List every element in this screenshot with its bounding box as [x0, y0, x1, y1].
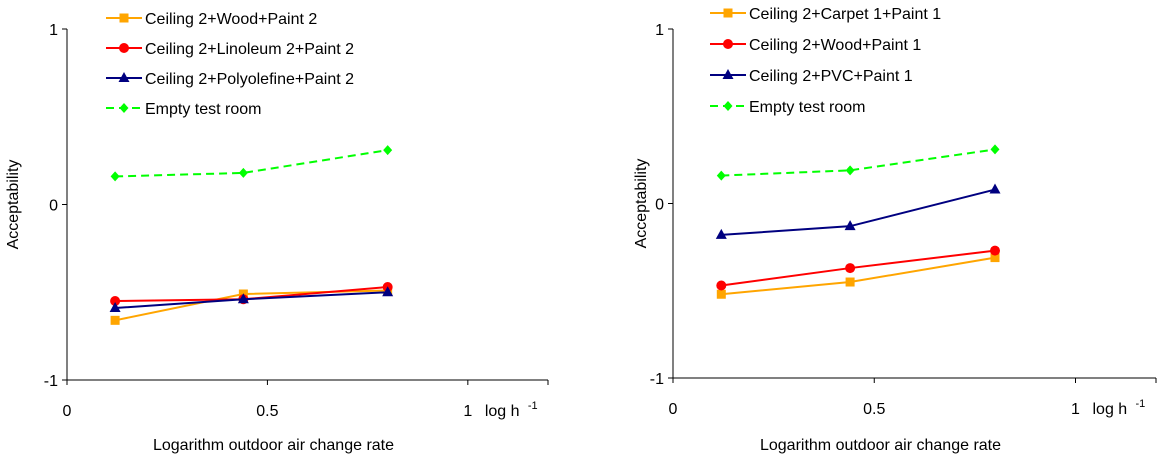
legend-item: Ceiling 2+Polyolefine+Paint 2 [106, 71, 354, 88]
data-point [716, 289, 726, 299]
chart-panel-2: -1 0 1 0 0.5 1 log h -1 Logarithm outdoor air ch… [633, 6, 1157, 454]
legend-item: Empty test room [106, 101, 261, 118]
chart-panel-1: -1 0 1 0 0.5 1 log h -1 Logarithm outdoor air ch… [5, 11, 549, 454]
data-point [238, 167, 248, 178]
x-tick-label: 0.5 [256, 403, 278, 420]
series-3 [109, 286, 394, 313]
data-point [109, 302, 121, 313]
legend: Ceiling 2+Carpet 1+Paint 1 Ceiling 2+Wood… [710, 6, 941, 116]
legend-label: Ceiling 2+Wood+Paint 1 [749, 37, 921, 54]
series-line [115, 149, 388, 178]
y-tick-label: 0 [655, 197, 664, 214]
legend-marker [118, 72, 130, 82]
y-axis-title: Acceptability [633, 159, 650, 249]
legend-label: Ceiling 2+PVC+Paint 1 [749, 68, 913, 85]
x-unit-exponent: -1 [528, 400, 538, 412]
y-tick-label: 1 [655, 22, 664, 39]
x-unit-label: log h [1093, 401, 1128, 418]
legend-marker [723, 101, 733, 111]
data-point [110, 315, 120, 325]
data-point [110, 171, 120, 182]
legend-marker [119, 43, 129, 53]
data-point [845, 277, 855, 287]
data-point [844, 220, 856, 231]
y-axis-title: Acceptability [5, 160, 22, 250]
legend-label: Ceiling 2+Carpet 1+Paint 1 [749, 6, 941, 23]
legend-item: Ceiling 2+Carpet 1+Paint 1 [710, 6, 941, 23]
x-tick-label: 1 [463, 403, 472, 420]
series-4 [110, 145, 393, 182]
legend-marker [722, 69, 734, 79]
data-point [715, 228, 727, 239]
data-point [845, 263, 856, 274]
legend-label: Ceiling 2+Polyolefine+Paint 2 [145, 71, 354, 88]
data-point [383, 145, 393, 156]
data-point [237, 293, 249, 304]
series-3 [715, 183, 1001, 239]
series-line [721, 148, 996, 177]
legend-label: Ceiling 2+Linoleum 2+Paint 2 [145, 41, 354, 58]
y-tick-label: 0 [49, 198, 58, 215]
x-tick-label: 0 [63, 403, 72, 420]
legend-marker [723, 39, 733, 49]
data-point [990, 144, 1000, 155]
legend: Ceiling 2+Wood+Paint 2 Ceiling 2+Linoleum… [106, 11, 354, 118]
data-point [716, 170, 726, 181]
legend-item: Ceiling 2+PVC+Paint 1 [710, 68, 913, 85]
series-line [721, 188, 996, 236]
x-tick-label: 0.5 [863, 401, 885, 418]
legend-label: Empty test room [145, 101, 261, 118]
legend-item: Empty test room [710, 99, 865, 116]
data-point [110, 296, 121, 307]
x-tick-label: 0 [669, 401, 678, 418]
x-unit-exponent: -1 [1136, 398, 1146, 410]
data-point [990, 253, 1000, 263]
data-point [716, 280, 727, 291]
legend-item: Ceiling 2+Wood+Paint 1 [710, 37, 921, 54]
data-point [990, 245, 1000, 256]
series-2 [716, 245, 1000, 291]
data-point [382, 286, 394, 297]
series-4 [716, 144, 1000, 181]
legend-item: Ceiling 2+Linoleum 2+Paint 2 [106, 41, 354, 58]
data-point [989, 183, 1001, 194]
y-tick-label: -1 [650, 371, 664, 388]
legend-label: Empty test room [749, 99, 865, 116]
data-point [845, 165, 855, 176]
legend-item: Ceiling 2+Wood+Paint 2 [106, 11, 317, 28]
legend-label: Ceiling 2+Wood+Paint 2 [145, 11, 317, 28]
legend-marker [119, 13, 129, 23]
legend-marker [119, 103, 129, 113]
x-tick-label: 1 [1071, 401, 1080, 418]
series-1 [716, 253, 1000, 299]
y-tick-label: 1 [49, 22, 58, 39]
x-unit-label: log h [485, 403, 520, 420]
y-tick-label: -1 [44, 373, 58, 390]
series-line [721, 256, 996, 296]
legend-marker [723, 8, 733, 18]
x-axis-title: Logarithm outdoor air change rate [153, 437, 394, 454]
x-axis-title: Logarithm outdoor air change rate [760, 437, 1001, 454]
